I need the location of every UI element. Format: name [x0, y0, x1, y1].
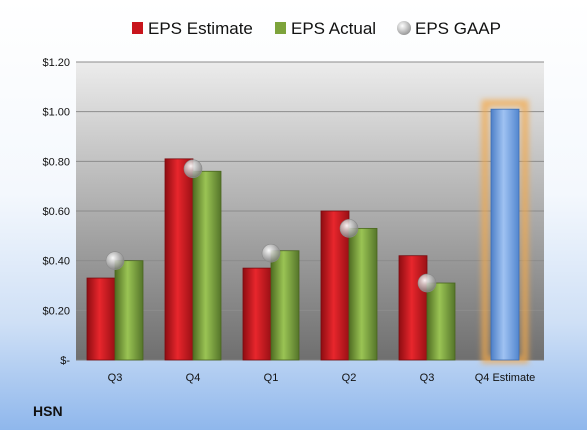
y-tick-label: $0.20	[42, 305, 70, 317]
y-tick-label: $0.60	[42, 206, 70, 218]
bar-eps-estimate	[86, 277, 116, 361]
bar-eps-estimate	[164, 158, 194, 361]
legend-label-eps-estimate: EPS Estimate	[148, 19, 253, 38]
x-tick-label: Q1	[264, 372, 279, 384]
gridlines	[76, 61, 544, 361]
bar-eps-actual	[426, 282, 456, 361]
bar-eps-actual	[348, 227, 378, 361]
legend-label-eps-actual: EPS Actual	[291, 19, 376, 38]
legend-swatch-eps-actual	[275, 22, 286, 34]
y-tick-label: $0.40	[42, 256, 70, 268]
y-tick-label: $0.80	[42, 156, 70, 168]
gaap-markers	[105, 159, 437, 293]
bars	[86, 99, 529, 364]
y-tick-label: $-	[60, 355, 70, 367]
x-tick-label: Q3	[108, 372, 123, 384]
bar-q4-estimate	[490, 108, 520, 361]
marker-eps-gaap	[417, 273, 437, 293]
bar-eps-actual	[192, 170, 222, 361]
x-tick-label: Q4 Estimate	[475, 372, 536, 384]
marker-eps-gaap	[105, 251, 125, 270]
marker-eps-gaap	[261, 243, 281, 263]
bar-eps-estimate	[242, 267, 272, 361]
x-tick-label: Q4	[186, 372, 201, 384]
y-tick-label: $1.20	[42, 57, 70, 69]
x-tick-label: Q2	[342, 372, 357, 384]
bar-eps-actual	[270, 250, 300, 361]
company-ticker: HSN	[33, 403, 63, 419]
legend-swatch-eps-estimate	[132, 22, 143, 34]
marker-eps-gaap	[183, 159, 203, 179]
y-axis-ticks: $- $0.20 $0.40 $0.60 $0.80 $1.00 $1.20	[42, 57, 70, 367]
marker-eps-gaap	[339, 219, 359, 238]
legend-label-eps-gaap: EPS GAAP	[415, 19, 501, 38]
x-tick-label: Q3	[420, 372, 435, 384]
y-tick-label: $1.00	[42, 107, 70, 119]
legend-swatch-eps-gaap	[397, 21, 411, 35]
bar-eps-actual	[114, 260, 144, 361]
bar-eps-estimate	[398, 255, 428, 361]
legend: EPS Estimate EPS Actual EPS GAAP	[132, 19, 501, 38]
x-axis-ticks: Q3 Q4 Q1 Q2 Q3 Q4 Estimate	[108, 372, 536, 384]
